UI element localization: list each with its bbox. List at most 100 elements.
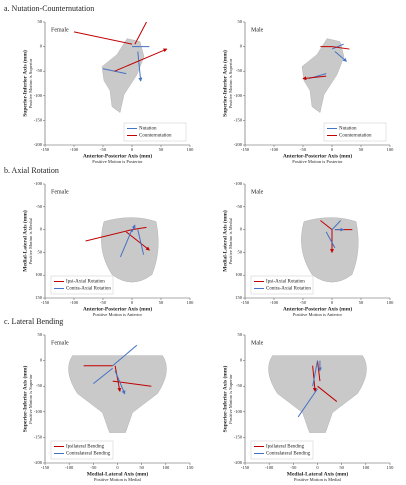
x-tick-label: -50	[90, 465, 97, 470]
x-tick-label: -100	[70, 300, 79, 305]
y-tick-label: -150	[34, 434, 43, 439]
x-axis-subtitle: Positive Motion is Anterior	[293, 312, 343, 317]
y-axis-title: Superior-Inferior Axis (mm)	[21, 50, 28, 117]
x-axis-subtitle: Positive Motion is Anterior	[93, 312, 143, 317]
legend-box	[250, 440, 314, 460]
x-tick-label: 50	[139, 465, 144, 470]
legend-label: Nutation	[339, 127, 357, 132]
y-tick-label: 0	[240, 44, 243, 49]
x-axis-title: Anterior-Posterior Axis (mm)	[83, 305, 153, 312]
x-tick-label: 0	[116, 465, 119, 470]
panel: b. Axial Rotation -150 -100 -50 0 50 100 -100 -5…	[4, 166, 194, 317]
y-axis-subtitle: Positive Motion is Superior	[28, 374, 33, 424]
x-tick-label: 0	[331, 147, 334, 152]
y-tick-label: 50	[238, 249, 243, 254]
motion-vector	[119, 225, 145, 258]
x-tick-label: -100	[70, 147, 79, 152]
y-tick-label: -100	[234, 181, 243, 186]
legend-box	[250, 275, 314, 295]
x-tick-label: -150	[41, 147, 50, 152]
x-tick-label: 0	[316, 465, 319, 470]
panel-title: a. Nutation-Counternutation	[4, 4, 94, 13]
x-axis-title: Medial-Lateral Axis (mm)	[287, 470, 349, 477]
x-tick-label: -150	[241, 300, 250, 305]
legend-label: Ipsilateral Bending	[66, 445, 105, 450]
y-tick-label: -100	[34, 93, 43, 98]
panel-annotation: Female	[51, 340, 69, 346]
y-tick-label: 50	[38, 19, 43, 24]
y-tick-label: -50	[236, 383, 243, 388]
x-tick-label: -150	[241, 465, 250, 470]
y-tick-label: -100	[34, 409, 43, 414]
x-tick-label: 100	[162, 465, 170, 470]
legend-box	[50, 275, 114, 295]
motion-vector	[303, 46, 350, 79]
y-tick-label: 150	[235, 295, 243, 300]
bone-silhouette	[301, 38, 345, 113]
legend-label: Counternutation	[139, 134, 172, 139]
x-tick-label: -100	[65, 465, 74, 470]
legend-label: Ipsi-Axial Rotation	[66, 280, 105, 285]
y-tick-label: -200	[234, 460, 243, 465]
y-axis-title: Superior-Inferior Axis (mm)	[221, 366, 228, 433]
y-tick-label: -50	[36, 204, 43, 209]
legend-label: Contralateral Bending	[266, 452, 311, 457]
motion-vector	[325, 220, 343, 249]
motion-vector	[83, 365, 152, 392]
bone-silhouette	[68, 355, 167, 433]
x-tick-label: -50	[300, 147, 307, 152]
panel-annotation: Male	[251, 189, 264, 195]
y-tick-label: 0	[40, 358, 43, 363]
x-axis-title: Anterior-Posterior Axis (mm)	[83, 152, 153, 159]
x-axis-title: Anterior-Posterior Axis (mm)	[283, 152, 353, 159]
x-tick-label: 100	[187, 300, 195, 305]
panel-title: b. Axial Rotation	[4, 166, 59, 175]
y-tick-label: -50	[236, 204, 243, 209]
y-axis-title: Superior-Inferior Axis (mm)	[221, 50, 228, 117]
panel: -150 -100 -50 0 50 100 -100 -50 0 50 100 150 Anterio…	[221, 181, 394, 317]
panel: a. Nutation-Counternutation -150 -100 -50 0 5…	[4, 4, 194, 164]
panel: -150 -100 -50 0 50 100-200-150-100-50050Anter…	[221, 19, 394, 164]
y-tick-label: 50	[38, 332, 43, 337]
y-axis-subtitle: Positive Motion is Medial	[228, 217, 233, 265]
x-axis-subtitle: Positive Motion is Posterior	[292, 159, 343, 164]
y-tick-label: -200	[34, 142, 43, 147]
x-tick-label: 50	[359, 147, 364, 152]
y-tick-label: -100	[234, 409, 243, 414]
y-axis-title: Medial-Lateral Axis (mm)	[21, 210, 28, 272]
x-axis-title: Anterior-Posterior Axis (mm)	[283, 305, 353, 312]
x-tick-label: -150	[241, 147, 250, 152]
legend-label: Contralateral Bending	[66, 452, 111, 457]
y-tick-label: 50	[238, 19, 243, 24]
motion-vector	[93, 344, 138, 394]
x-tick-label: -150	[41, 465, 50, 470]
x-tick-label: -50	[100, 147, 107, 152]
x-tick-label: 50	[359, 300, 364, 305]
legend-box	[50, 440, 114, 460]
legend-label: Ipsilateral Bending	[266, 445, 305, 450]
y-tick-label: 0	[240, 358, 243, 363]
x-tick-label: -50	[300, 300, 307, 305]
x-tick-label: 100	[387, 147, 395, 152]
x-tick-label: 50	[339, 465, 344, 470]
panel-title: c. Lateral Bending	[4, 317, 63, 326]
legend-label: Contra-Axial Rotation	[266, 287, 311, 292]
x-axis-subtitle: Positive Motion is Posterior	[92, 159, 143, 164]
bone-silhouette	[101, 38, 145, 113]
legend-box	[123, 122, 187, 142]
y-tick-label: -150	[234, 117, 243, 122]
panel: c. Lateral Bending -150 -100 -50 0 50 100 150 -2…	[4, 317, 194, 482]
y-tick-label: -200	[234, 142, 243, 147]
x-tick-label: 50	[159, 147, 164, 152]
x-tick-label: 100	[362, 465, 370, 470]
y-tick-label: -150	[34, 117, 43, 122]
y-tick-label: 0	[240, 227, 243, 232]
panel-annotation: Male	[251, 27, 264, 33]
x-tick-label: -100	[270, 147, 279, 152]
y-tick-label: 50	[38, 249, 43, 254]
x-tick-label: 0	[131, 147, 134, 152]
y-axis-subtitle: Positive Motion is Medial	[28, 217, 33, 265]
x-tick-label: 50	[159, 300, 164, 305]
x-axis-subtitle: Positive Motion is Medial	[94, 477, 142, 482]
